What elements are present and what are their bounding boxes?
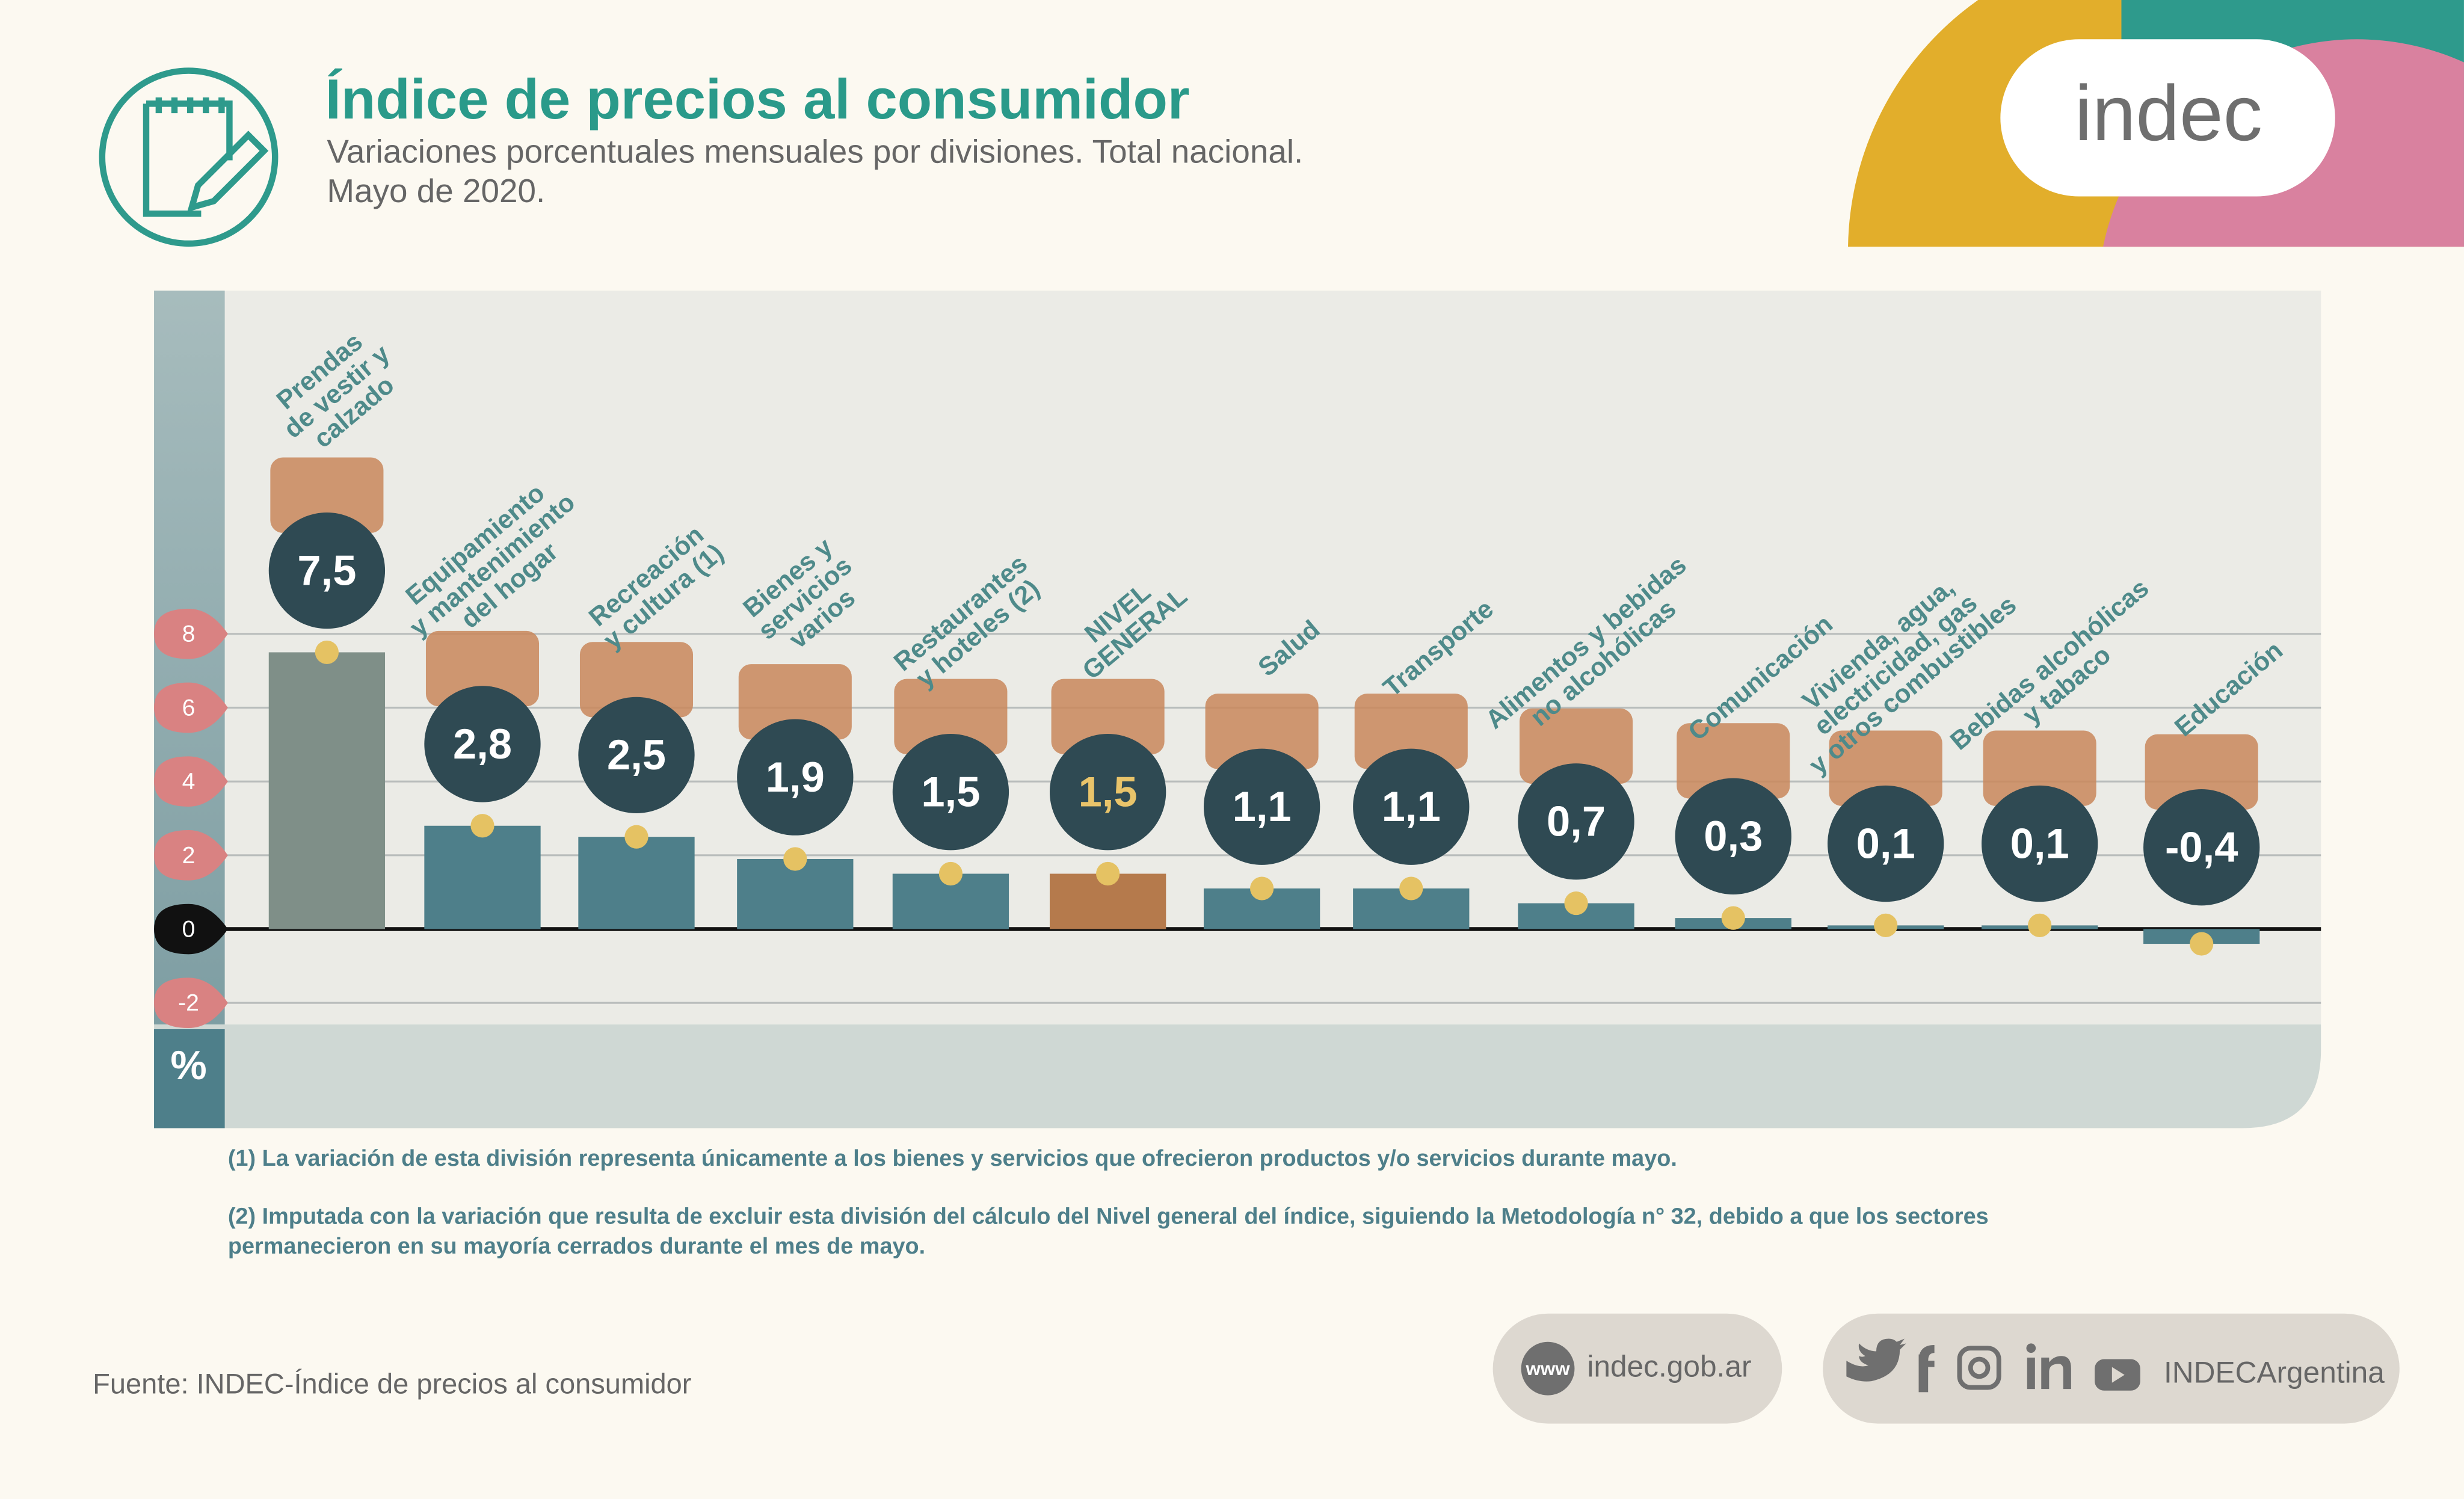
category-icon: [579, 642, 694, 718]
value-badge: [1828, 785, 1944, 902]
value-label: 1,5: [921, 768, 980, 816]
category-icon: [2145, 734, 2258, 810]
unit-box: [154, 1029, 225, 1128]
value-label: 7,5: [297, 546, 356, 594]
website-pill[interactable]: [1492, 1313, 1782, 1424]
bar-dot: [2028, 913, 2052, 937]
subtitle: Mayo de 2020.: [327, 172, 545, 209]
tick-marker: [154, 756, 228, 807]
bar: [578, 837, 695, 929]
value-badge: [1049, 734, 1166, 851]
bar-dot: [1399, 876, 1423, 900]
y-tick-label: 2: [182, 843, 196, 869]
bar-dot: [315, 640, 339, 665]
bar-dot: [1874, 913, 1898, 937]
tick-marker: [154, 830, 228, 881]
website[interactable]: indec.gob.ar: [1587, 1349, 1751, 1383]
value-label: 1,5: [1079, 768, 1138, 816]
value-label: 0,1: [1856, 819, 1915, 867]
value-label: 2,8: [453, 720, 512, 768]
bar-dot: [2190, 932, 2214, 956]
category-icon: [425, 630, 540, 707]
category-icon: [1520, 708, 1633, 784]
y-tick-label: 4: [182, 769, 196, 795]
axis-unit: %: [170, 1043, 206, 1088]
value-badge: [1353, 748, 1470, 865]
value-label: 1,9: [766, 753, 825, 801]
title: Índice de precios al consumidor: [325, 67, 1190, 131]
category-icon: [1677, 723, 1790, 799]
category-icon: [1205, 694, 1319, 769]
bar-dot: [938, 861, 963, 886]
category-icon: [270, 457, 384, 533]
category-icon: [1829, 730, 1942, 806]
value-label: 0,7: [1547, 798, 1606, 845]
logo-pill: [2000, 39, 2335, 197]
tick-marker: [154, 977, 228, 1029]
logo: indec: [2075, 69, 2262, 157]
y-tick-label: 0: [182, 916, 196, 942]
bar-dot: [624, 825, 648, 849]
value-badge: [2143, 789, 2260, 906]
plot-base: [154, 1024, 2321, 1128]
y-tick-label: 8: [182, 621, 196, 647]
y-tick-label: -2: [178, 990, 199, 1016]
bar: [424, 825, 541, 929]
value-label: 2,5: [607, 731, 666, 778]
subtitle: Variaciones porcentuales mensuales por d…: [327, 132, 1303, 170]
category-icon: [894, 679, 1008, 754]
bar-dot: [1721, 906, 1745, 930]
social-handle[interactable]: INDECArgentina: [2164, 1356, 2385, 1390]
tick-marker: [154, 903, 228, 955]
footnote: (1) La variación de esta división repres…: [228, 1146, 1677, 1171]
y-tick-label: 6: [182, 695, 196, 721]
value-badge: [1982, 785, 2098, 902]
value-label: 1,1: [1233, 783, 1292, 830]
footnote: (2) Imputada con la variación que result…: [228, 1204, 1989, 1259]
bar-dot: [783, 847, 807, 871]
source: Fuente: INDEC-Índice de precios al consu…: [93, 1367, 691, 1399]
value-badge: [737, 719, 854, 836]
value-badge: [268, 512, 386, 629]
www-label: www: [1525, 1358, 1570, 1379]
social-icons: [1846, 1338, 2140, 1393]
value-label: 0,3: [1704, 812, 1763, 860]
bar-dot: [1564, 891, 1588, 916]
category-icon: [1983, 730, 2096, 806]
tick-marker: [154, 608, 228, 659]
bar-dot: [1250, 876, 1274, 900]
category-icon: [1051, 679, 1165, 754]
value-label: -0,4: [2165, 823, 2238, 871]
tick-marker: [154, 682, 228, 733]
category-icon: [738, 664, 852, 740]
value-badge: [1203, 748, 1320, 865]
value-label: 0,1: [2010, 819, 2069, 867]
bar: [268, 652, 386, 929]
value-label: 1,1: [1382, 783, 1441, 830]
value-badge: [1518, 763, 1634, 880]
value-badge: [578, 697, 695, 813]
value-badge: [892, 734, 1009, 851]
bar-dot: [470, 814, 494, 838]
value-badge: [424, 686, 541, 802]
bar-dot: [1096, 861, 1120, 886]
header-icon: [99, 67, 279, 247]
www-icon: [1521, 1341, 1575, 1396]
value-badge: [1675, 778, 1791, 894]
category-icon: [1354, 694, 1468, 769]
